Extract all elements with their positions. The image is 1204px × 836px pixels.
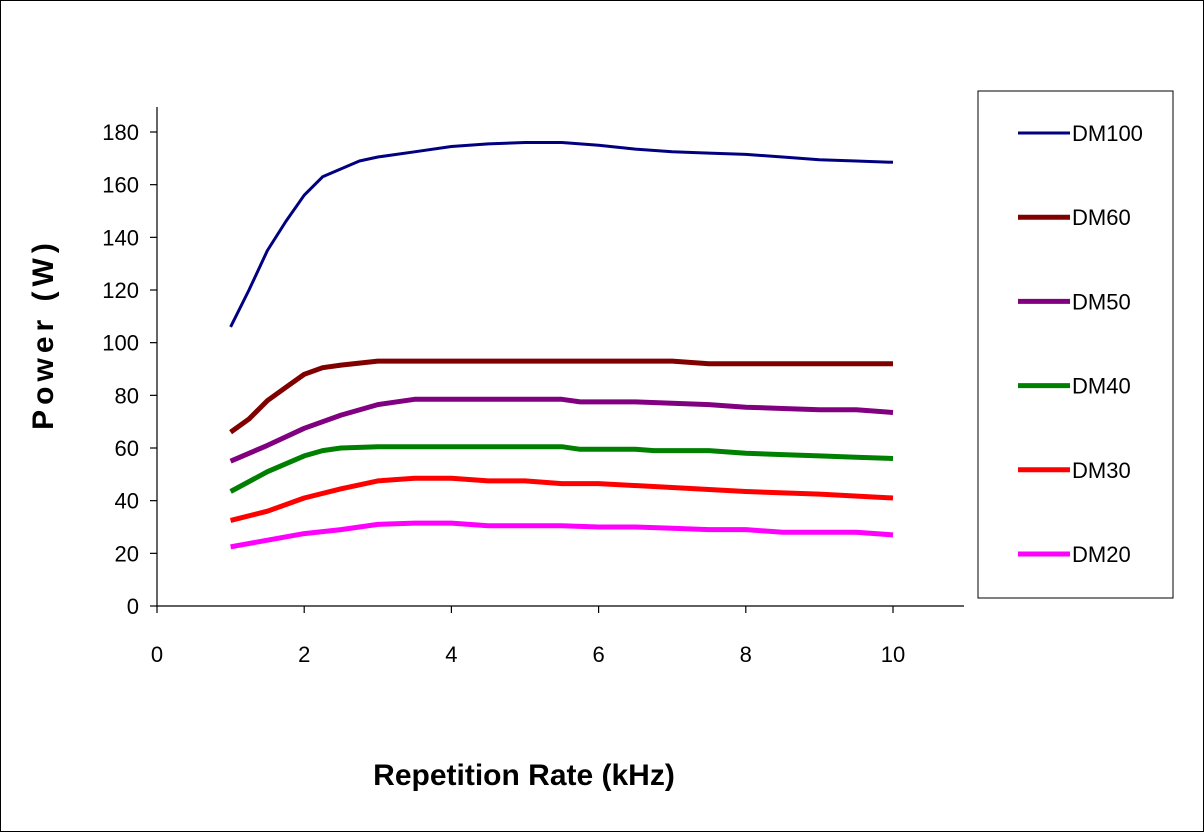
y-tick-label: 0: [127, 594, 139, 619]
legend-box: [977, 90, 1174, 599]
y-tick-label: 140: [102, 225, 139, 250]
y-tick-label: 100: [102, 331, 139, 356]
series-line-dm40: [229, 444, 894, 494]
y-tick-label: 120: [102, 278, 139, 303]
series-line-dm20: [230, 520, 894, 550]
y-tick-label: 160: [102, 173, 139, 198]
series-line-dm30: [229, 475, 894, 523]
y-tick-label: 20: [115, 541, 139, 566]
x-tick-label: 10: [881, 642, 905, 667]
legend-label-dm20: DM20: [1072, 542, 1131, 567]
series-line-dm50: [229, 396, 894, 464]
y-tick-label: 80: [115, 383, 139, 408]
x-tick-label: 4: [445, 642, 457, 667]
series-line-dm60: [229, 358, 893, 435]
x-tick-label: 2: [298, 642, 310, 667]
legend-label-dm30: DM30: [1072, 458, 1131, 483]
legend-label-dm50: DM50: [1072, 289, 1131, 314]
x-tick-label: 6: [592, 642, 604, 667]
series-line-dm100: [229, 141, 894, 328]
x-axis-title: Repetition Rate (kHz): [373, 759, 675, 792]
y-tick-label: 60: [115, 436, 139, 461]
y-tick-label: 40: [115, 489, 139, 514]
x-tick-label: 0: [151, 642, 163, 667]
y-axis-title: Power (W): [27, 238, 60, 430]
x-axis-ticks: 0 2 4 6 8 10: [151, 606, 905, 667]
x-tick-label: 8: [740, 642, 752, 667]
legend: DM100 DM60 DM50 DM40 DM30 DM20: [977, 90, 1174, 599]
y-axis-ticks: 0 20 40 60 80 100 120 140 160 180: [102, 120, 157, 619]
legend-label-dm40: DM40: [1072, 374, 1131, 399]
plot-area: 0 20 40 60 80 100 120 140 160 180 0 2 4 6 8 10: [102, 107, 964, 667]
legend-label-dm100: DM100: [1072, 121, 1143, 146]
series-lines: [229, 141, 894, 550]
y-tick-label: 180: [102, 120, 139, 145]
legend-label-dm60: DM60: [1072, 205, 1131, 230]
